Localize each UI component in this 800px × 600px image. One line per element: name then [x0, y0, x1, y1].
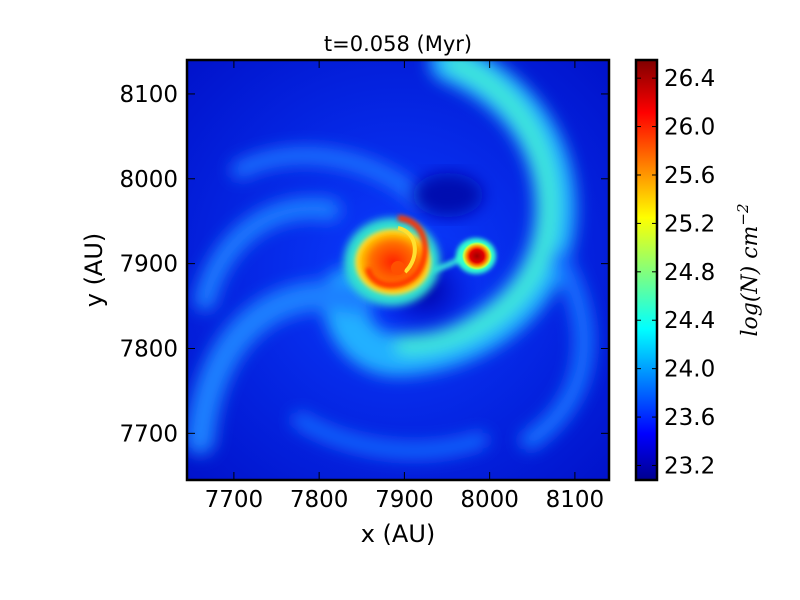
x-tick-label: 7700 — [205, 487, 264, 513]
y-tick-label: 8000 — [119, 167, 178, 193]
y-tick-label: 7900 — [119, 252, 178, 278]
colorbar-tick-label: 26.4 — [664, 66, 715, 92]
plot-frame — [185, 58, 611, 482]
colorbar-tick-label: 24.4 — [664, 308, 715, 334]
chart-title: t=0.058 (Myr) — [324, 32, 472, 56]
x-tick-label: 8100 — [546, 487, 605, 513]
x-tick-label: 8000 — [460, 487, 519, 513]
colorbar-label-base: log(N) cm — [738, 226, 763, 337]
colorbar-tick-label: 24.8 — [664, 260, 715, 286]
axis-ticks — [187, 60, 609, 480]
axis-tick-labels: 7700 7800 7900 8000 8100 7700 7800 7900 8000 8100 — [119, 82, 604, 513]
colorbar — [636, 60, 657, 480]
colorbar-tick-label: 23.6 — [664, 405, 715, 431]
colorbar-tick-label: 24.0 — [664, 357, 715, 383]
colorbar-label: log(N) cm−2 — [734, 203, 763, 336]
y-tick-label: 8100 — [119, 82, 178, 108]
colorbar-tick-label: 26.0 — [664, 115, 715, 141]
colorbar-frame — [634, 58, 659, 482]
y-tick-label: 7700 — [119, 421, 178, 447]
density-map — [187, 60, 609, 480]
colorbar-tick-label: 25.6 — [664, 163, 715, 189]
colorbar-ticks — [636, 77, 657, 466]
x-tick-label: 7800 — [290, 487, 349, 513]
y-axis-label: y (AU) — [80, 233, 108, 308]
colorbar-tick-labels: 23.2 23.6 24.0 24.4 24.8 25.2 25.6 26.0 26.4 — [664, 66, 715, 479]
secondary-core — [456, 238, 496, 274]
colorbar-tick-label: 23.2 — [664, 453, 715, 479]
colorbar-tick-label: 25.2 — [664, 211, 715, 237]
y-tick-label: 7800 — [119, 336, 178, 362]
x-axis-label: x (AU) — [361, 520, 436, 548]
spiral-arms — [187, 60, 594, 459]
x-tick-label: 7900 — [375, 487, 434, 513]
primary-disk — [344, 215, 440, 306]
colorbar-label-exponent: −2 — [734, 203, 752, 225]
